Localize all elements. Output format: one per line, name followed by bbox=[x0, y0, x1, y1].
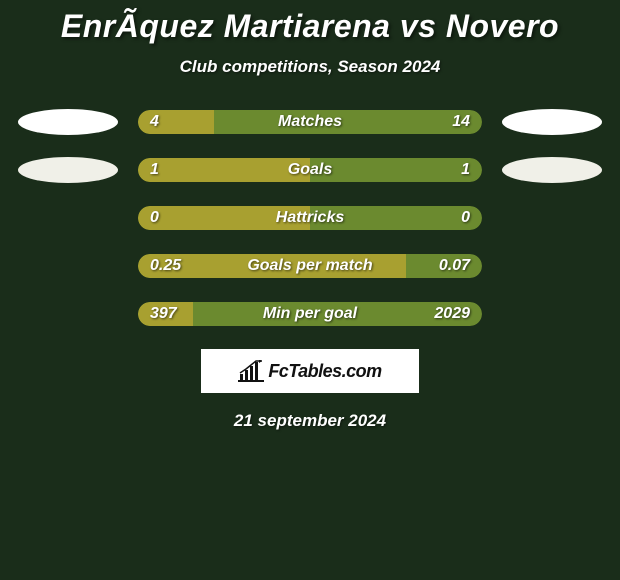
stat-value-right: 2029 bbox=[434, 305, 470, 323]
logo-box: FcTables.com bbox=[201, 349, 419, 393]
stat-bar: 0.25 0.07 Goals per match bbox=[138, 254, 482, 278]
player-marker-right bbox=[502, 157, 602, 183]
stat-bar: 1 1 Goals bbox=[138, 158, 482, 182]
stat-row: 1 1 Goals bbox=[0, 157, 620, 183]
spacer bbox=[18, 205, 118, 231]
bar-left-fill bbox=[138, 158, 310, 182]
stat-row: 397 2029 Min per goal bbox=[0, 301, 620, 327]
stat-value-left: 4 bbox=[150, 113, 159, 131]
stat-value-left: 1 bbox=[150, 161, 159, 179]
stat-bar: 397 2029 Min per goal bbox=[138, 302, 482, 326]
stat-value-left: 0.25 bbox=[150, 257, 181, 275]
stat-label: Goals bbox=[288, 161, 332, 179]
stat-row: 0 0 Hattricks bbox=[0, 205, 620, 231]
player-marker-left bbox=[18, 157, 118, 183]
page-subtitle: Club competitions, Season 2024 bbox=[0, 57, 620, 77]
stat-value-right: 0 bbox=[461, 209, 470, 227]
stat-value-left: 397 bbox=[150, 305, 177, 323]
stat-label: Min per goal bbox=[263, 305, 357, 323]
stat-bar: 0 0 Hattricks bbox=[138, 206, 482, 230]
spacer bbox=[18, 253, 118, 279]
stat-bar: 4 14 Matches bbox=[138, 110, 482, 134]
stat-value-right: 0.07 bbox=[439, 257, 470, 275]
page-title: EnrÃ­quez Martiarena vs Novero bbox=[0, 8, 620, 45]
player-marker-right bbox=[502, 109, 602, 135]
stat-value-right: 14 bbox=[452, 113, 470, 131]
spacer bbox=[502, 253, 602, 279]
stats-area: 4 14 Matches 1 1 Goals 0 0 Hattricks 0.25 0.07 Goal… bbox=[0, 109, 620, 327]
bar-chart-icon bbox=[238, 360, 264, 382]
date-line: 21 september 2024 bbox=[0, 411, 620, 431]
player-marker-left bbox=[18, 109, 118, 135]
stat-row: 0.25 0.07 Goals per match bbox=[0, 253, 620, 279]
stat-value-left: 0 bbox=[150, 209, 159, 227]
logo-inner: FcTables.com bbox=[238, 360, 381, 382]
logo-text: FcTables.com bbox=[268, 361, 381, 382]
spacer bbox=[502, 301, 602, 327]
stat-label: Hattricks bbox=[276, 209, 344, 227]
stat-label: Goals per match bbox=[247, 257, 372, 275]
stat-row: 4 14 Matches bbox=[0, 109, 620, 135]
stat-value-right: 1 bbox=[461, 161, 470, 179]
spacer bbox=[502, 205, 602, 231]
stat-label: Matches bbox=[278, 113, 342, 131]
comparison-container: EnrÃ­quez Martiarena vs Novero Club comp… bbox=[0, 0, 620, 431]
spacer bbox=[18, 301, 118, 327]
